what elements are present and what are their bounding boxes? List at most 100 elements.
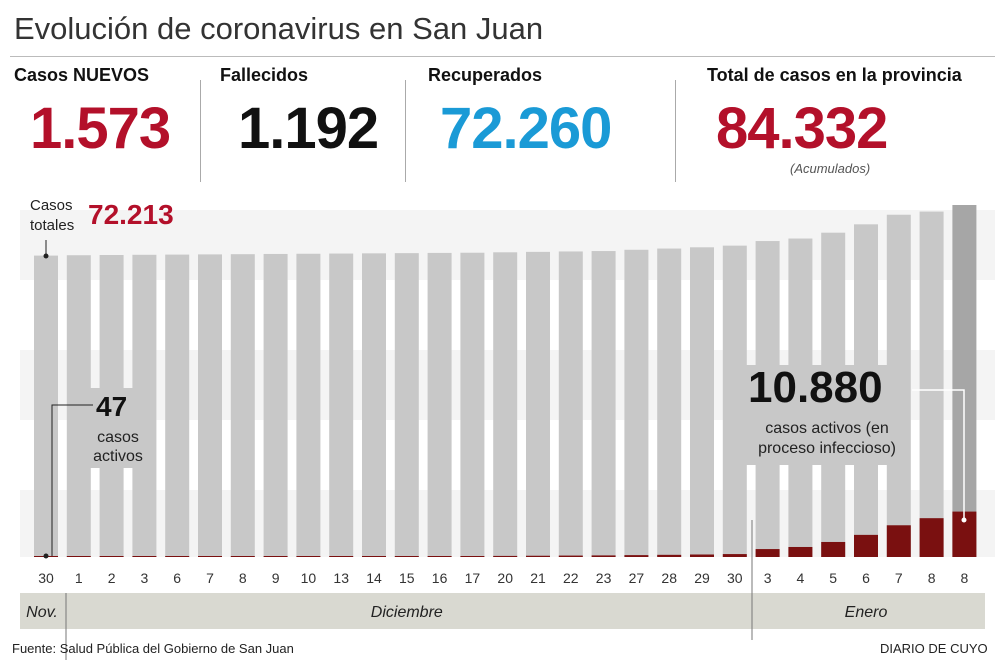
x-tick-label: 1 — [75, 570, 83, 586]
total-bar — [198, 254, 222, 557]
active-bar — [722, 554, 747, 557]
x-tick-label: 8 — [239, 570, 247, 586]
label-backdrop — [90, 388, 150, 468]
x-tick-label: 5 — [829, 570, 837, 586]
active-bar — [99, 556, 124, 557]
total-bar — [657, 248, 682, 557]
x-tick-label: 3 — [764, 570, 772, 586]
month-label: Enero — [845, 604, 888, 621]
divider — [200, 80, 201, 182]
total-bar — [722, 245, 747, 558]
month-band — [20, 593, 985, 629]
pointer-line — [912, 389, 965, 518]
x-tick-label: 13 — [333, 570, 349, 586]
active-bar — [558, 555, 583, 557]
stat-recovered-value: 72.260 — [440, 96, 612, 161]
total-bar — [919, 211, 944, 557]
month-label: Nov. — [26, 604, 58, 621]
total-label: totales — [30, 217, 74, 234]
pointer-line — [51, 404, 93, 556]
pointer-dot — [43, 553, 49, 559]
x-tick-label: 8 — [928, 570, 936, 586]
active-bar — [690, 554, 714, 557]
total-bar — [230, 254, 255, 557]
active-bar — [919, 518, 944, 557]
total-bar — [394, 253, 419, 557]
active-bar — [591, 555, 616, 557]
page-title: Evolución de coronavirus en San Juan — [14, 11, 544, 46]
active-start-label: casos — [97, 429, 139, 446]
x-tick-label: 17 — [465, 570, 481, 586]
active-bar — [230, 556, 255, 557]
total-label: Casos — [30, 197, 73, 214]
total-bar — [34, 255, 58, 557]
stat-new-label: Casos NUEVOS — [14, 65, 150, 85]
total-bar — [66, 255, 91, 557]
total-bar — [526, 251, 550, 557]
total-bar — [362, 253, 386, 557]
active-bar — [198, 556, 222, 557]
x-tick-label: 10 — [301, 570, 317, 586]
pointer-dot — [961, 517, 967, 523]
active-bar — [854, 534, 878, 557]
active-bar — [362, 556, 386, 557]
x-tick-label: 20 — [497, 570, 513, 586]
month-label: Diciembre — [371, 604, 443, 621]
source-note: Fuente: Salud Pública del Gobierno de Sa… — [12, 641, 294, 656]
pointer-dot — [43, 253, 49, 259]
active-bar — [624, 555, 649, 557]
x-tick-label: 2 — [108, 570, 116, 586]
total-bar — [558, 251, 583, 558]
x-tick-label: 3 — [141, 570, 149, 586]
active-bar — [821, 541, 846, 557]
x-tick-label: 15 — [399, 570, 415, 586]
total-bar — [296, 253, 321, 557]
active-bar — [493, 555, 518, 557]
active-start-value: 47 — [96, 391, 127, 422]
active-bar — [329, 556, 354, 557]
x-tick-label: 7 — [895, 570, 903, 586]
divider — [405, 80, 406, 182]
x-tick-label: 27 — [629, 570, 645, 586]
x-tick-label: 28 — [661, 570, 677, 586]
active-bar — [263, 556, 288, 557]
active-bar — [427, 556, 452, 557]
active-start-label: activos — [93, 448, 143, 465]
active-bar — [788, 546, 813, 557]
active-bar — [132, 556, 157, 557]
divider — [10, 56, 995, 57]
active-bar — [886, 525, 911, 557]
active-end-label: casos activos (en — [765, 420, 889, 437]
total-bar — [263, 253, 288, 557]
x-tick-label: 14 — [366, 570, 382, 586]
total-bar — [460, 252, 485, 558]
x-tick-label: 29 — [694, 570, 710, 586]
divider — [675, 80, 676, 182]
stat-new-value: 1.573 — [30, 96, 171, 161]
total-value: 72.213 — [88, 199, 174, 230]
x-tick-label: 9 — [272, 570, 280, 586]
x-tick-label: 7 — [206, 570, 214, 586]
x-tick-label: 23 — [596, 570, 612, 586]
x-tick-label: 4 — [797, 570, 805, 586]
x-tick-label: 30 — [727, 570, 743, 586]
total-bar — [165, 254, 190, 557]
stat-deaths-label: Fallecidos — [220, 65, 309, 85]
x-tick-label: 16 — [432, 570, 448, 586]
stat-total-label: Total de casos en la provincia — [707, 65, 962, 85]
total-bar — [591, 251, 616, 557]
total-bar — [329, 253, 354, 557]
active-bar — [394, 556, 419, 557]
stat-total-note: (Acumulados) — [790, 161, 871, 176]
x-tick-label: 30 — [38, 570, 54, 586]
stat-total-value: 84.332 — [716, 96, 888, 161]
active-bar — [657, 554, 682, 557]
stat-recovered-label: Recuperados — [428, 65, 543, 85]
x-tick-label: 6 — [173, 570, 181, 586]
active-bar — [165, 556, 190, 557]
active-bar — [460, 556, 485, 557]
active-bar — [296, 556, 321, 557]
active-bar — [755, 549, 780, 557]
total-bar — [427, 252, 452, 557]
